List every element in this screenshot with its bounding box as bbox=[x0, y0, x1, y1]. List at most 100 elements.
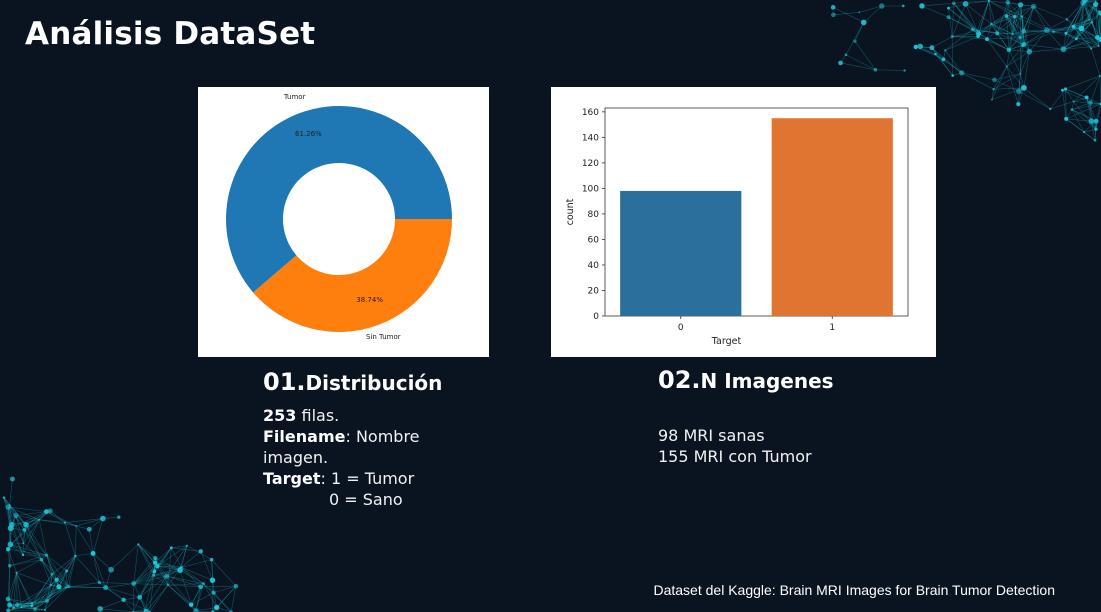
network-node bbox=[1074, 37, 1078, 41]
network-link bbox=[977, 33, 979, 37]
network-link bbox=[945, 50, 962, 73]
network-link bbox=[1012, 4, 1021, 35]
network-link bbox=[155, 557, 167, 577]
network-link bbox=[13, 572, 17, 608]
network-link bbox=[1063, 37, 1098, 50]
network-link bbox=[11, 519, 40, 525]
network-link bbox=[1081, 12, 1101, 29]
network-link bbox=[948, 16, 979, 34]
network-link bbox=[915, 46, 944, 60]
network-link bbox=[153, 567, 182, 576]
network-link bbox=[133, 565, 158, 584]
network-link bbox=[89, 518, 104, 530]
network-node bbox=[941, 57, 946, 62]
network-node bbox=[233, 583, 239, 589]
network-link bbox=[1066, 118, 1096, 141]
network-link bbox=[31, 587, 67, 606]
network-link bbox=[986, 23, 992, 40]
network-node bbox=[1065, 18, 1068, 21]
network-link bbox=[1014, 6, 1034, 17]
network-node bbox=[990, 22, 993, 26]
network-node bbox=[22, 542, 25, 545]
bar-1 bbox=[771, 118, 893, 316]
network-node bbox=[12, 606, 15, 610]
network-link bbox=[1050, 88, 1066, 110]
network-link bbox=[1091, 22, 1101, 40]
network-link bbox=[133, 583, 147, 612]
network-link bbox=[1006, 15, 1025, 45]
network-link bbox=[38, 511, 47, 520]
network-node bbox=[185, 544, 188, 547]
network-node bbox=[75, 524, 78, 527]
network-node bbox=[1093, 118, 1099, 124]
network-link bbox=[1023, 51, 1030, 88]
network-link bbox=[1073, 0, 1086, 27]
network-link bbox=[1063, 33, 1067, 50]
network-link bbox=[977, 30, 998, 34]
network-link bbox=[123, 599, 134, 612]
network-node bbox=[901, 4, 905, 8]
network-link bbox=[920, 46, 932, 49]
network-link bbox=[39, 519, 65, 523]
network-link bbox=[9, 504, 17, 516]
images-info: 98 MRI sanas 155 MRI con Tumor bbox=[658, 425, 898, 467]
network-link bbox=[21, 605, 32, 608]
network-link bbox=[1023, 31, 1054, 45]
network-link bbox=[1095, 4, 1098, 38]
network-node bbox=[97, 580, 102, 585]
network-node bbox=[976, 34, 980, 39]
network-link bbox=[977, 16, 1015, 31]
network-link bbox=[102, 516, 119, 519]
network-node bbox=[117, 515, 121, 519]
network-link bbox=[972, 29, 979, 37]
network-link bbox=[21, 584, 52, 608]
network-link bbox=[7, 572, 17, 600]
network-node bbox=[131, 581, 137, 587]
network-link bbox=[1073, 101, 1097, 130]
network-link bbox=[1081, 28, 1092, 49]
network-link bbox=[44, 579, 58, 610]
network-link bbox=[1023, 6, 1034, 32]
network-link bbox=[133, 571, 155, 584]
network-link bbox=[1006, 15, 1021, 38]
network-link bbox=[17, 600, 48, 606]
network-link bbox=[1053, 28, 1082, 33]
y-tick-label: 100 bbox=[582, 184, 599, 194]
network-link bbox=[953, 3, 979, 34]
network-link bbox=[211, 559, 213, 581]
pie-slice-1 bbox=[253, 219, 452, 332]
network-link bbox=[16, 572, 33, 604]
network-link bbox=[9, 554, 47, 567]
network-link bbox=[195, 607, 217, 612]
network-link bbox=[166, 545, 188, 577]
network-node bbox=[6, 608, 11, 612]
network-link bbox=[991, 4, 1021, 25]
network-link bbox=[1086, 97, 1092, 122]
network-node bbox=[1070, 108, 1074, 111]
network-link bbox=[46, 555, 58, 580]
network-node bbox=[64, 586, 68, 589]
network-node bbox=[1088, 18, 1091, 21]
network-link bbox=[10, 544, 24, 556]
network-link bbox=[1086, 97, 1091, 103]
network-link bbox=[179, 570, 192, 605]
network-link bbox=[1073, 26, 1082, 29]
network-link bbox=[68, 586, 106, 588]
network-link bbox=[9, 604, 32, 606]
network-node bbox=[1043, 27, 1050, 34]
network-link bbox=[951, 3, 966, 37]
healthy-count-line: 98 MRI sanas bbox=[658, 426, 765, 445]
network-link bbox=[993, 73, 1021, 90]
network-link bbox=[1076, 37, 1098, 40]
network-node bbox=[45, 553, 49, 557]
network-link bbox=[945, 29, 973, 51]
network-link bbox=[46, 555, 69, 587]
network-node bbox=[947, 6, 950, 10]
network-link bbox=[1071, 103, 1101, 110]
network-node bbox=[201, 581, 206, 586]
network-link bbox=[1071, 109, 1097, 122]
network-link bbox=[10, 511, 47, 529]
network-link bbox=[833, 12, 860, 16]
network-link bbox=[17, 584, 52, 606]
network-link bbox=[9, 604, 14, 608]
